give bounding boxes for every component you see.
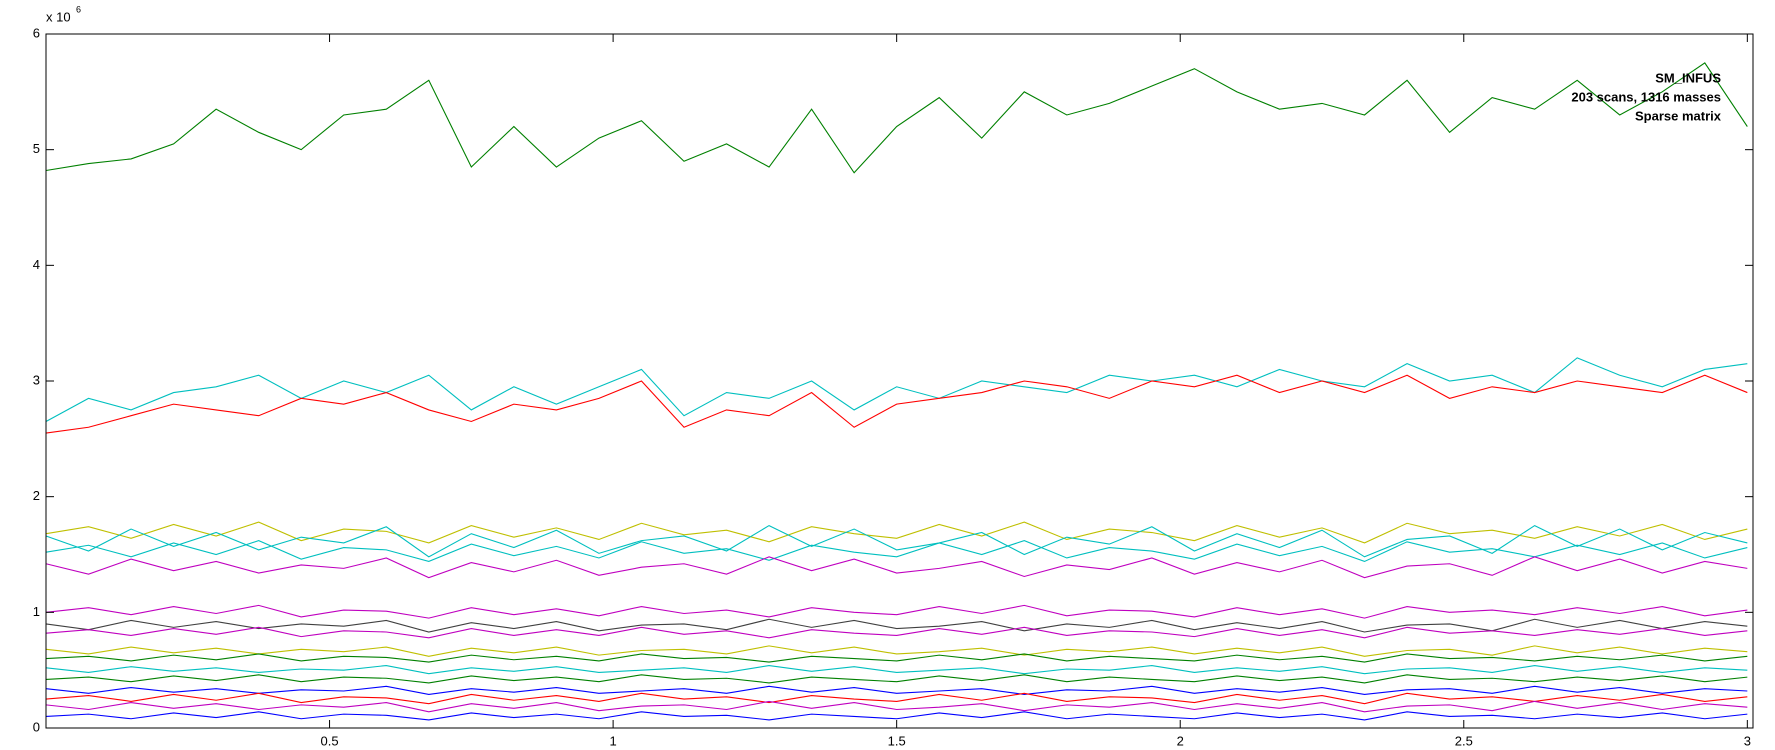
y-tick-label: 4 <box>33 257 40 272</box>
data-line <box>45 618 1748 633</box>
annotation: SM_INFUS <box>1655 70 1721 85</box>
x-tick-label: 2.5 <box>1455 733 1473 748</box>
y-tick-label: 2 <box>33 488 40 503</box>
data-line <box>45 692 1748 705</box>
data-line <box>45 685 1748 696</box>
data-line <box>45 604 1748 619</box>
axis-multiplier-base: x 10 <box>46 9 71 24</box>
data-line <box>45 357 1748 422</box>
data-line <box>45 700 1748 713</box>
y-tick-label: 6 <box>33 25 40 40</box>
x-tick-label: 1 <box>609 733 616 748</box>
data-line <box>45 664 1748 675</box>
x-tick-label: 0.5 <box>321 733 339 748</box>
y-tick-label: 0 <box>33 719 40 734</box>
data-line <box>45 711 1748 721</box>
y-tick-label: 3 <box>33 372 40 387</box>
x-tick-label: 1.5 <box>888 733 906 748</box>
data-line <box>45 556 1748 579</box>
annotation: Sparse matrix <box>1635 108 1722 123</box>
data-line <box>45 521 1748 544</box>
x-tick-label: 2 <box>1177 733 1184 748</box>
axis-multiplier-power: 6 <box>76 4 81 14</box>
data-line <box>45 653 1748 663</box>
data-line <box>45 674 1748 684</box>
data-line <box>45 626 1748 639</box>
y-tick-label: 1 <box>33 604 40 619</box>
data-line <box>45 524 1748 558</box>
x-tick-label: 3 <box>1744 733 1751 748</box>
annotation: 203 scans, 1316 masses <box>1571 89 1721 104</box>
y-tick-label: 5 <box>33 141 40 156</box>
data-line <box>45 62 1748 174</box>
data-line <box>45 540 1748 563</box>
data-line <box>45 374 1748 434</box>
data-line <box>45 645 1748 657</box>
